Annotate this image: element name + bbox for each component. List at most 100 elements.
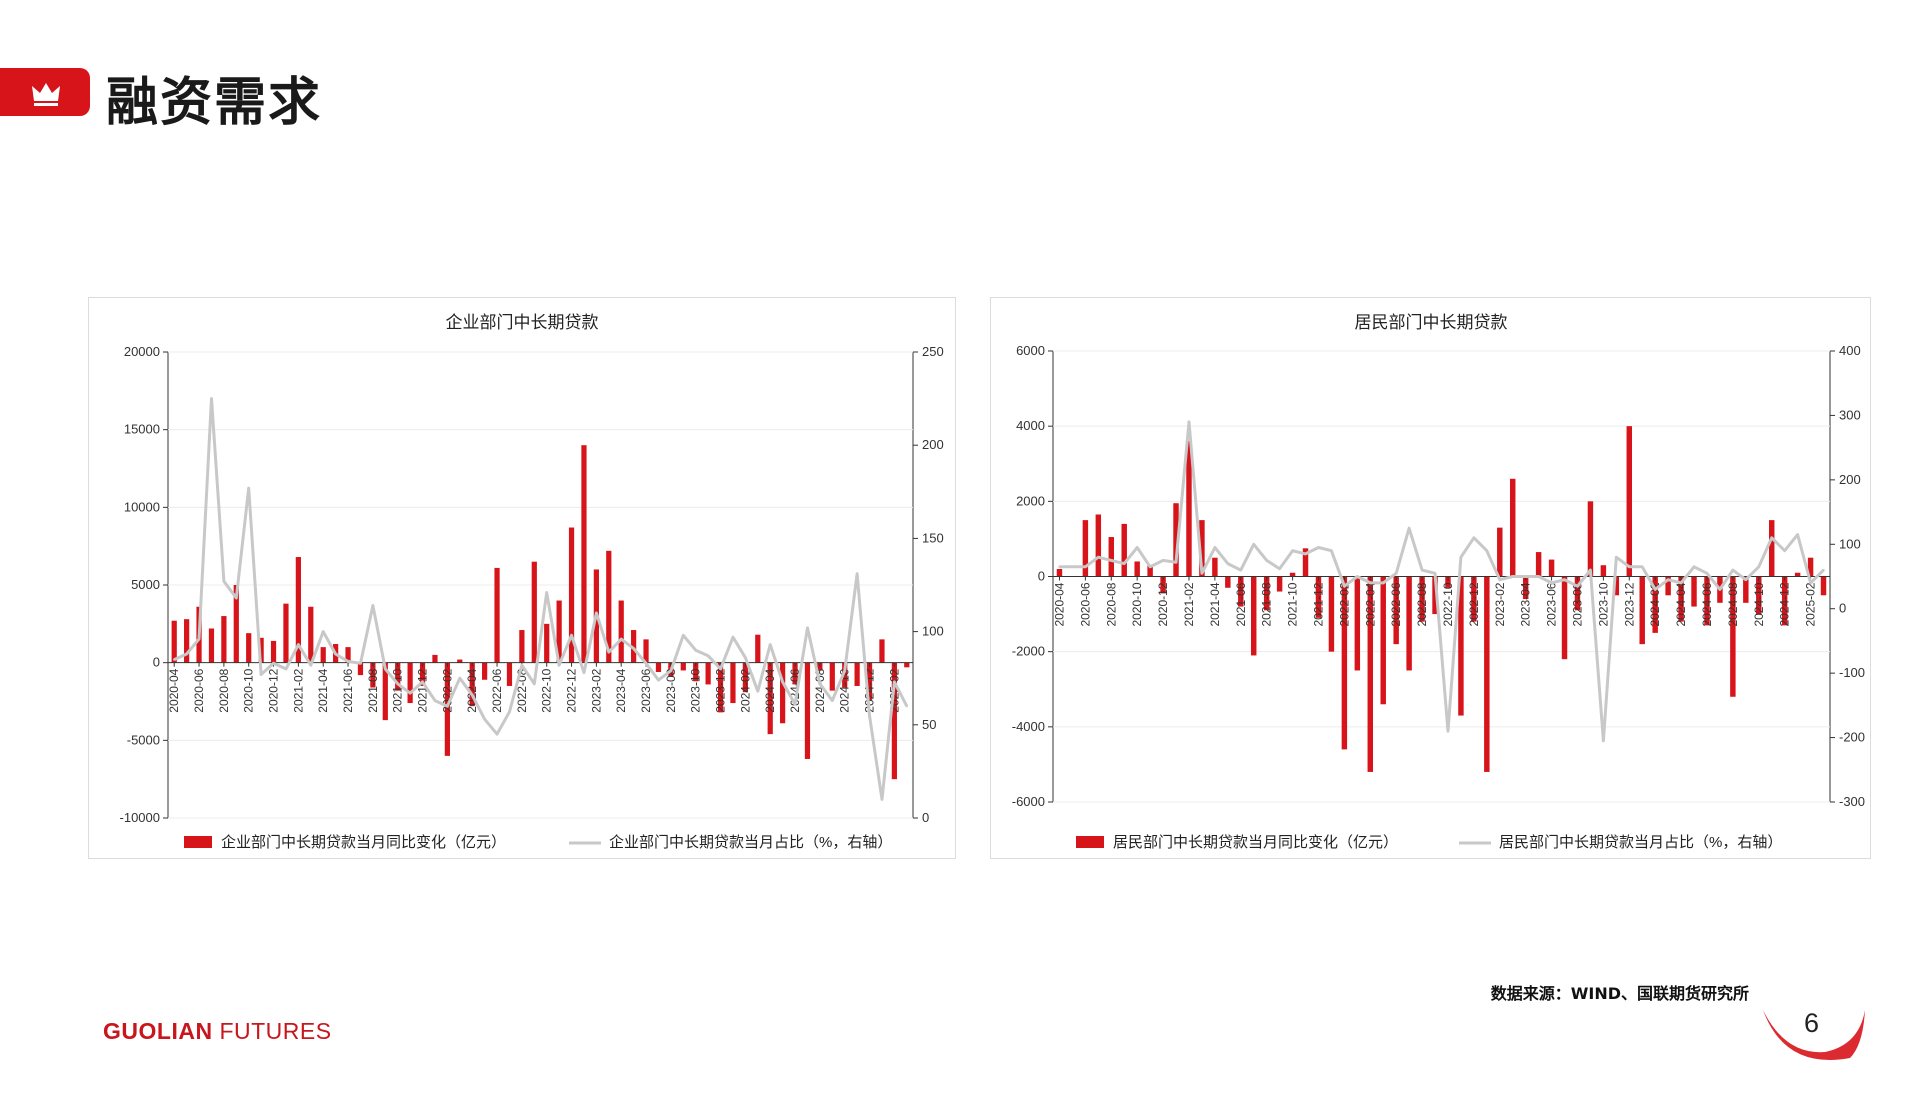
bar	[1484, 576, 1490, 772]
bar	[407, 662, 413, 704]
legend-swatch-bar	[1076, 836, 1104, 848]
x-tick-label: 2021-12	[416, 668, 430, 712]
right-tick-label: -300	[1839, 794, 1865, 809]
line-point	[1679, 581, 1683, 585]
x-tick-label: 2022-12	[565, 668, 579, 712]
bar	[469, 662, 475, 707]
left-tick-label: -2000	[1012, 644, 1045, 659]
line-point	[297, 643, 300, 646]
bar	[519, 630, 525, 663]
line-point	[582, 671, 586, 674]
line-point	[495, 732, 499, 736]
bar	[494, 567, 500, 663]
line-point	[607, 650, 610, 654]
line-point	[322, 630, 325, 633]
line-point	[408, 691, 412, 695]
x-tick-label: 2024-10	[838, 668, 852, 712]
bar	[308, 606, 314, 663]
bar	[1471, 576, 1477, 622]
x-tick-label: 2023-02	[1493, 582, 1507, 626]
x-tick-label: 2021-12	[1311, 582, 1325, 626]
bar	[382, 662, 388, 721]
line-point	[843, 669, 846, 672]
bar	[1367, 576, 1373, 772]
x-tick-label: 2025-02	[1804, 582, 1818, 626]
line-point	[1420, 568, 1424, 572]
x-tick-label: 2023-06	[639, 668, 653, 712]
right-tick-label: 400	[1839, 343, 1861, 358]
bar	[1095, 514, 1102, 577]
bar	[1510, 478, 1516, 577]
line-point	[1459, 555, 1463, 559]
line-point	[533, 682, 536, 685]
x-tick-label: 2023-10	[689, 668, 703, 712]
line-point	[1213, 546, 1217, 549]
bar	[1354, 576, 1361, 671]
line-point	[1692, 565, 1696, 569]
bar	[1225, 576, 1231, 588]
x-tick-label: 2021-08	[1260, 582, 1274, 626]
x-tick-label: 2021-10	[1286, 582, 1300, 626]
x-tick-label: 2023-04	[614, 668, 628, 712]
bar	[866, 662, 873, 700]
brand-bold: GUOLIAN	[103, 1018, 213, 1044]
bar	[1548, 559, 1555, 577]
line-point	[756, 690, 759, 693]
line-point	[793, 703, 797, 706]
bar	[1665, 576, 1671, 596]
left-tick-label: 0	[153, 655, 160, 670]
chart-panel-household: 居民部门中长期贷款 6000 4000 2000 0 -2000 -4000 -6000 400…	[990, 297, 1871, 859]
right-tick-label: 150	[922, 530, 944, 545]
x-tick-label: 2020-10	[242, 668, 256, 712]
bar	[1613, 576, 1620, 596]
left-tick-label: 0	[1038, 569, 1045, 584]
bar	[1173, 503, 1179, 577]
line-point	[1705, 572, 1709, 575]
bar	[618, 600, 624, 663]
line-point	[682, 634, 685, 637]
bar	[854, 662, 860, 686]
x-tick-label: 2021-06	[341, 668, 355, 712]
line-point	[657, 678, 660, 682]
line-point	[1770, 536, 1773, 540]
line-point	[1200, 572, 1204, 575]
x-tick-label: 2022-06	[490, 668, 504, 712]
line-point	[1382, 581, 1385, 585]
chart-title: 居民部门中长期贷款	[1355, 313, 1508, 332]
bar	[792, 662, 798, 685]
line-point	[1731, 568, 1735, 572]
bar	[482, 662, 488, 680]
line-point	[1485, 549, 1489, 552]
line-point	[1472, 536, 1476, 540]
left-tick-label: -5000	[127, 732, 160, 747]
line-point	[222, 580, 226, 583]
line-point	[1783, 549, 1786, 552]
bar	[1289, 572, 1296, 577]
bar	[842, 662, 848, 688]
line-point	[831, 699, 834, 702]
right-tick-label: -200	[1839, 730, 1865, 745]
bar	[370, 662, 376, 688]
bar	[1393, 576, 1399, 645]
left-tick-label: 10000	[124, 499, 160, 514]
x-tick-label: 2021-04	[316, 668, 330, 712]
right-tick-label: 0	[1839, 601, 1846, 616]
line-point	[1394, 572, 1398, 575]
line-point	[818, 682, 822, 685]
bar	[904, 662, 910, 668]
x-tick-label: 2023-12	[1622, 582, 1636, 626]
bar	[1458, 576, 1464, 716]
line-point	[1563, 578, 1566, 581]
x-tick-label: 2021-10	[391, 668, 405, 712]
bar	[1445, 576, 1451, 588]
bar	[717, 662, 724, 713]
page-title: 融资需求	[106, 73, 323, 133]
x-tick-label: 2020-12	[1156, 582, 1170, 626]
line-point	[806, 626, 809, 630]
x-tick-label: 2020-08	[217, 668, 231, 712]
line-point	[1524, 575, 1527, 578]
line-point	[570, 634, 573, 637]
bar	[233, 585, 239, 663]
line-point	[1110, 559, 1113, 562]
x-tick-label: 2024-08	[1726, 582, 1740, 626]
